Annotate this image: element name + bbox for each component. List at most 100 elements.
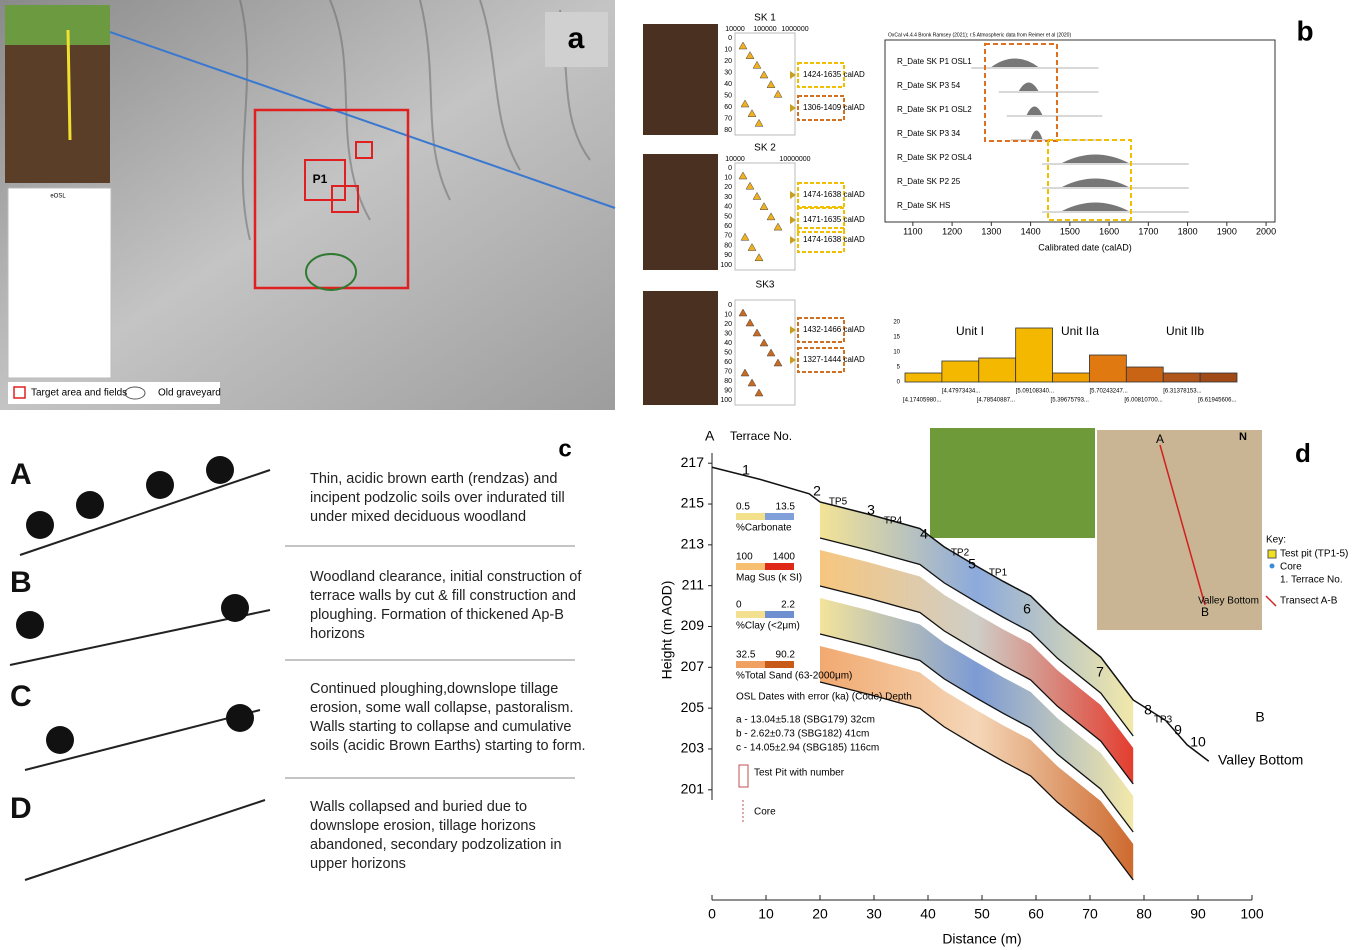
top-tick-label: 1000000 (781, 26, 808, 33)
bin-label: [5.09108340... (1016, 389, 1055, 395)
pit-swatch (739, 765, 748, 787)
x-tick-label: 1900 (1217, 226, 1237, 236)
site-label: P1 (313, 172, 328, 186)
bar (1200, 373, 1237, 382)
date-label: 1474-1638 calAD (803, 235, 865, 244)
terrace-number: 10 (1190, 734, 1206, 750)
depth-tick-label: 50 (724, 349, 732, 356)
depth-tick-label: 50 (724, 213, 732, 220)
bar (979, 358, 1016, 382)
scale-min: 32.5 (736, 650, 756, 661)
y-tick-label: 201 (681, 780, 705, 796)
legend-label: Test Pit with number (754, 768, 845, 779)
depth-tick-label: 70 (724, 368, 732, 375)
scale-min: 0 (736, 600, 742, 611)
row-label: R_Date SK P2 25 (897, 177, 961, 186)
x-tick-label: 2000 (1256, 226, 1276, 236)
scale-name: %Clay (<2μm) (736, 621, 800, 632)
depth-tick-label: 80 (724, 127, 732, 134)
figure: a P1 eOSL Target area and fields Old graveya… (0, 0, 1359, 950)
x-tick-label: 1200 (942, 226, 962, 236)
scale-max: 13.5 (776, 502, 796, 513)
stage-text: Continued ploughing,downslope tillage er… (310, 680, 590, 756)
inset-title: eOSL (50, 194, 66, 200)
tree (16, 611, 44, 639)
x-tick-label: 60 (1028, 906, 1044, 922)
stage-letter: D (10, 792, 32, 826)
x-tick-label: 80 (1136, 906, 1152, 922)
x-tick-label: 40 (920, 906, 936, 922)
depth-tick-label: 60 (724, 359, 732, 366)
depth-tick-label: 40 (724, 81, 732, 88)
key-label: Test pit (TP1-5) (1280, 549, 1348, 560)
scale-bar (736, 513, 765, 520)
terrace-number: 9 (1174, 722, 1182, 738)
pit-label: TP4 (884, 516, 903, 527)
bar (1126, 367, 1163, 382)
date-label: 1474-1638 calAD (803, 190, 865, 199)
bin-label: [6.31378153... (1163, 389, 1202, 395)
terrace-number: 1 (742, 462, 750, 478)
slope-sketch (25, 800, 265, 880)
bar (1163, 373, 1200, 382)
tree (26, 511, 54, 539)
x-tick-label: 70 (1082, 906, 1098, 922)
depth-tick-label: 30 (724, 330, 732, 337)
row-label: R_Date SK P3 54 (897, 81, 961, 90)
tree (206, 456, 234, 484)
tree (226, 704, 254, 732)
depth-tick-label: 30 (724, 194, 732, 201)
y-tick-label: 217 (681, 454, 705, 470)
x-tick-label: 1600 (1099, 226, 1119, 236)
row-label: R_Date SK P3 34 (897, 129, 961, 138)
bin-label: [6.61945606... (1198, 398, 1237, 404)
date-label: 1471-1635 calAD (803, 215, 865, 224)
x-tick-label: 20 (812, 906, 828, 922)
stage-letter: B (10, 566, 32, 600)
terrace-number: 2 (813, 483, 821, 499)
x-tick-label: 0 (708, 906, 716, 922)
scale-name: Mag Sus (κ SI) (736, 573, 802, 584)
transect-end: A (705, 428, 715, 444)
panel-label: d (1295, 438, 1311, 468)
date-label: 1432-1466 calAD (803, 325, 865, 334)
date-label: 1424-1635 calAD (803, 70, 865, 79)
x-tick-label: 50 (974, 906, 990, 922)
pit-label: TP3 (1154, 715, 1173, 726)
oxcal-header: OxCal v4.4.4 Bronk Ramsey (2021); r:5 At… (888, 32, 1071, 38)
valley-label: Valley Bottom (1218, 752, 1303, 768)
y-tick-label: 20 (893, 320, 900, 326)
scale-name: %Carbonate (736, 523, 792, 534)
x-tick-label: 100 (1240, 906, 1264, 922)
legend-label: Old graveyard (158, 388, 221, 399)
depth-tick-label: 40 (724, 204, 732, 211)
depth-tick-label: 40 (724, 340, 732, 347)
x-tick-label: 1800 (1178, 226, 1198, 236)
tree (221, 594, 249, 622)
key-transect (1266, 596, 1276, 606)
osl-title: OSL Dates with error (ka) (Code) Depth (736, 692, 912, 703)
terrace-title: Terrace No. (730, 429, 792, 443)
panel-label: c (558, 435, 571, 462)
terrace-number: 5 (968, 556, 976, 572)
stage-text: Walls collapsed and buried due to downsl… (310, 798, 590, 874)
y-tick-label: 10 (893, 350, 900, 356)
profile-title: SK3 (756, 280, 775, 291)
panel-label: a (568, 22, 585, 55)
depth-tick-label: 20 (724, 321, 732, 328)
scale-bar (736, 563, 765, 570)
legend-label: Target area and fields (31, 388, 127, 399)
depth-tick-label: 30 (724, 69, 732, 76)
depth-tick-label: 90 (724, 252, 732, 259)
x-tick-label: 1500 (1060, 226, 1080, 236)
north-label: N (1239, 431, 1247, 443)
tree (46, 726, 74, 754)
map-a: A (1156, 432, 1164, 446)
depth-tick-label: 60 (724, 104, 732, 111)
depth-tick-label: 0 (728, 35, 732, 42)
x-axis-title: Calibrated date (calAD) (1038, 242, 1132, 252)
row-label: R_Date SK HS (897, 201, 950, 210)
photo (643, 24, 718, 135)
bar (905, 373, 942, 382)
depth-tick-label: 10 (724, 175, 732, 182)
